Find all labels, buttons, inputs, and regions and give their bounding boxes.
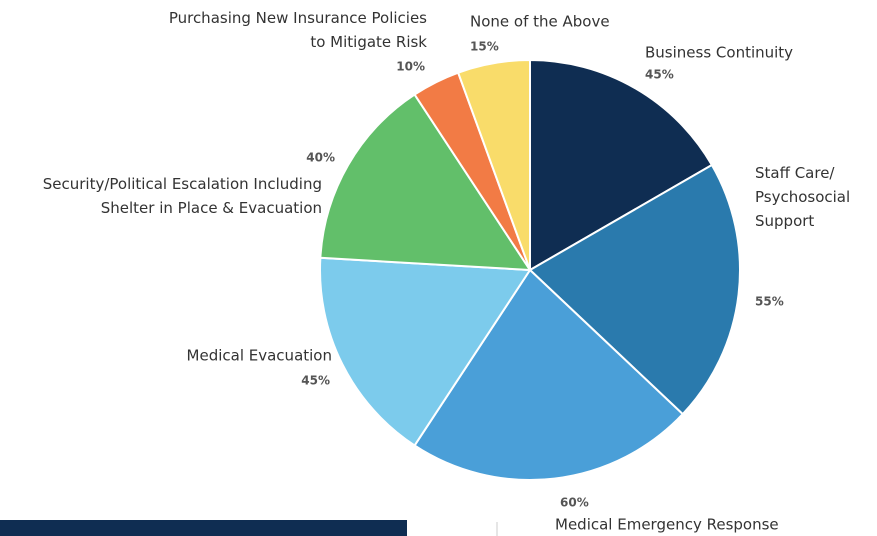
pie-slice — [529, 58, 714, 272]
pie-slice — [528, 163, 741, 416]
value-label: 55% — [755, 295, 784, 309]
slice-label: Medical Evacuation — [187, 347, 332, 365]
slice-label: None of the Above — [470, 13, 610, 31]
value-label: 40% — [306, 151, 335, 165]
value-label: 45% — [301, 374, 330, 388]
value-label: 60% — [560, 496, 589, 510]
pie-slice — [413, 268, 685, 481]
slice-label: Business Continuity — [645, 44, 793, 62]
slice-label: Security/Political Escalation Including S… — [43, 175, 322, 217]
slice-label: Medical Emergency Response — [555, 516, 779, 534]
footer-bar — [0, 520, 407, 536]
pie-slice — [456, 58, 531, 271]
slice-label: Staff Care/Psychosocial Support — [755, 164, 850, 230]
value-label: 15% — [470, 40, 499, 54]
slice-label: Purchasing New Insurance Policies to Miti… — [169, 9, 427, 51]
pie-slice — [319, 93, 532, 272]
pie-slice — [319, 256, 532, 447]
value-label: 10% — [396, 60, 425, 74]
value-label: 45% — [645, 68, 674, 82]
